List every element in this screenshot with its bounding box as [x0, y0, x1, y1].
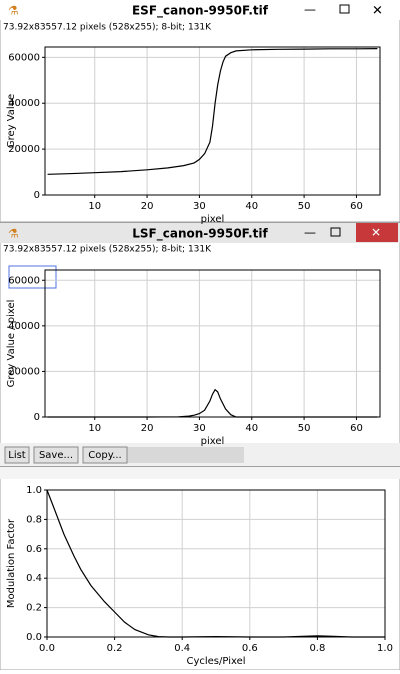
image-info: 73.92x83557.12 pixels (528x255); 8-bit; …: [3, 23, 212, 33]
close-button[interactable]: ✕: [372, 4, 383, 19]
y-tick-label: 0.8: [26, 514, 42, 525]
x-tick-label: 60: [350, 423, 363, 434]
x-tick-label: 10: [88, 201, 101, 212]
x-tick-label: 60: [350, 201, 363, 212]
x-tick-label: 30: [193, 201, 206, 212]
x-tick-label: 0.2: [107, 643, 123, 654]
minimize-button[interactable]: —: [304, 3, 316, 17]
x-tick-label: 0.6: [242, 643, 258, 654]
y-tick-label: 40000: [8, 321, 40, 332]
button[interactable]: [33, 446, 79, 464]
x-tick-label: 0.4: [174, 643, 190, 654]
window-title: LSF_canon-9950F.tif: [132, 227, 268, 242]
y-axis-label: Grey Value / pixel: [6, 300, 17, 388]
y-axis-label: Modulation Factor: [6, 518, 17, 608]
plot-frame: [44, 269, 381, 418]
x-axis-label: pixel: [201, 436, 225, 447]
button-label: Save...: [39, 450, 73, 461]
x-tick-label: 50: [298, 423, 311, 434]
title-bar: [0, 0, 400, 20]
window-title: ESF_canon-9950F.tif: [132, 4, 269, 19]
y-tick-label: 0: [34, 412, 40, 423]
maximize-button[interactable]: [339, 4, 350, 14]
data-line: [47, 48, 378, 175]
x-axis-label: Cycles/Pixel: [186, 656, 245, 667]
window-frame: [0, 222, 400, 467]
plot-frame: [44, 46, 381, 196]
status-field: [121, 447, 244, 463]
x-tick-label: 30: [193, 423, 206, 434]
button[interactable]: [82, 446, 128, 464]
x-tick-label: 40: [245, 423, 258, 434]
y-tick-label: 20000: [8, 366, 40, 377]
close-button[interactable]: [356, 223, 398, 242]
y-axis-label: Grey Value: [6, 94, 17, 148]
app-icon: ⚗: [8, 227, 19, 241]
x-tick-label: 20: [141, 201, 154, 212]
y-tick-label: 0.2: [26, 603, 42, 614]
selection-box: [8, 265, 57, 289]
y-tick-label: 40000: [8, 98, 40, 109]
x-axis-label: pixel: [201, 214, 225, 225]
data-line: [46, 489, 385, 638]
x-tick-label: 0.0: [39, 643, 55, 654]
x-tick-label: 10: [88, 423, 101, 434]
y-tick-label: 20000: [8, 144, 40, 155]
y-tick-label: 60000: [8, 52, 40, 63]
button-label: List: [8, 450, 26, 461]
y-tick-label: 0.6: [26, 544, 42, 555]
image-info: 73.92x83557.12 pixels (528x255); 8-bit; …: [3, 245, 212, 255]
x-tick-label: 40: [245, 201, 258, 212]
window-frame: [0, 0, 400, 223]
minimize-button[interactable]: —: [304, 226, 316, 240]
y-tick-label: 1.0: [26, 485, 42, 496]
x-tick-label: 1.0: [377, 643, 393, 654]
y-tick-label: 0: [34, 190, 40, 201]
covered-header: [0, 467, 400, 479]
close-icon: ✕: [371, 226, 381, 240]
x-tick-label: 50: [298, 201, 311, 212]
window-frame: [0, 466, 400, 671]
button[interactable]: [4, 446, 30, 464]
button-label: Copy...: [88, 450, 121, 461]
y-tick-label: 0.4: [26, 573, 42, 584]
y-tick-label: 60000: [8, 275, 40, 286]
y-tick-label: 0.0: [26, 632, 42, 643]
maximize-button[interactable]: [330, 227, 341, 237]
data-line: [47, 388, 378, 418]
x-tick-label: 0.8: [309, 643, 325, 654]
title-bar: [0, 223, 400, 243]
x-tick-label: 20: [141, 423, 154, 434]
app-icon: ⚗: [8, 4, 19, 18]
